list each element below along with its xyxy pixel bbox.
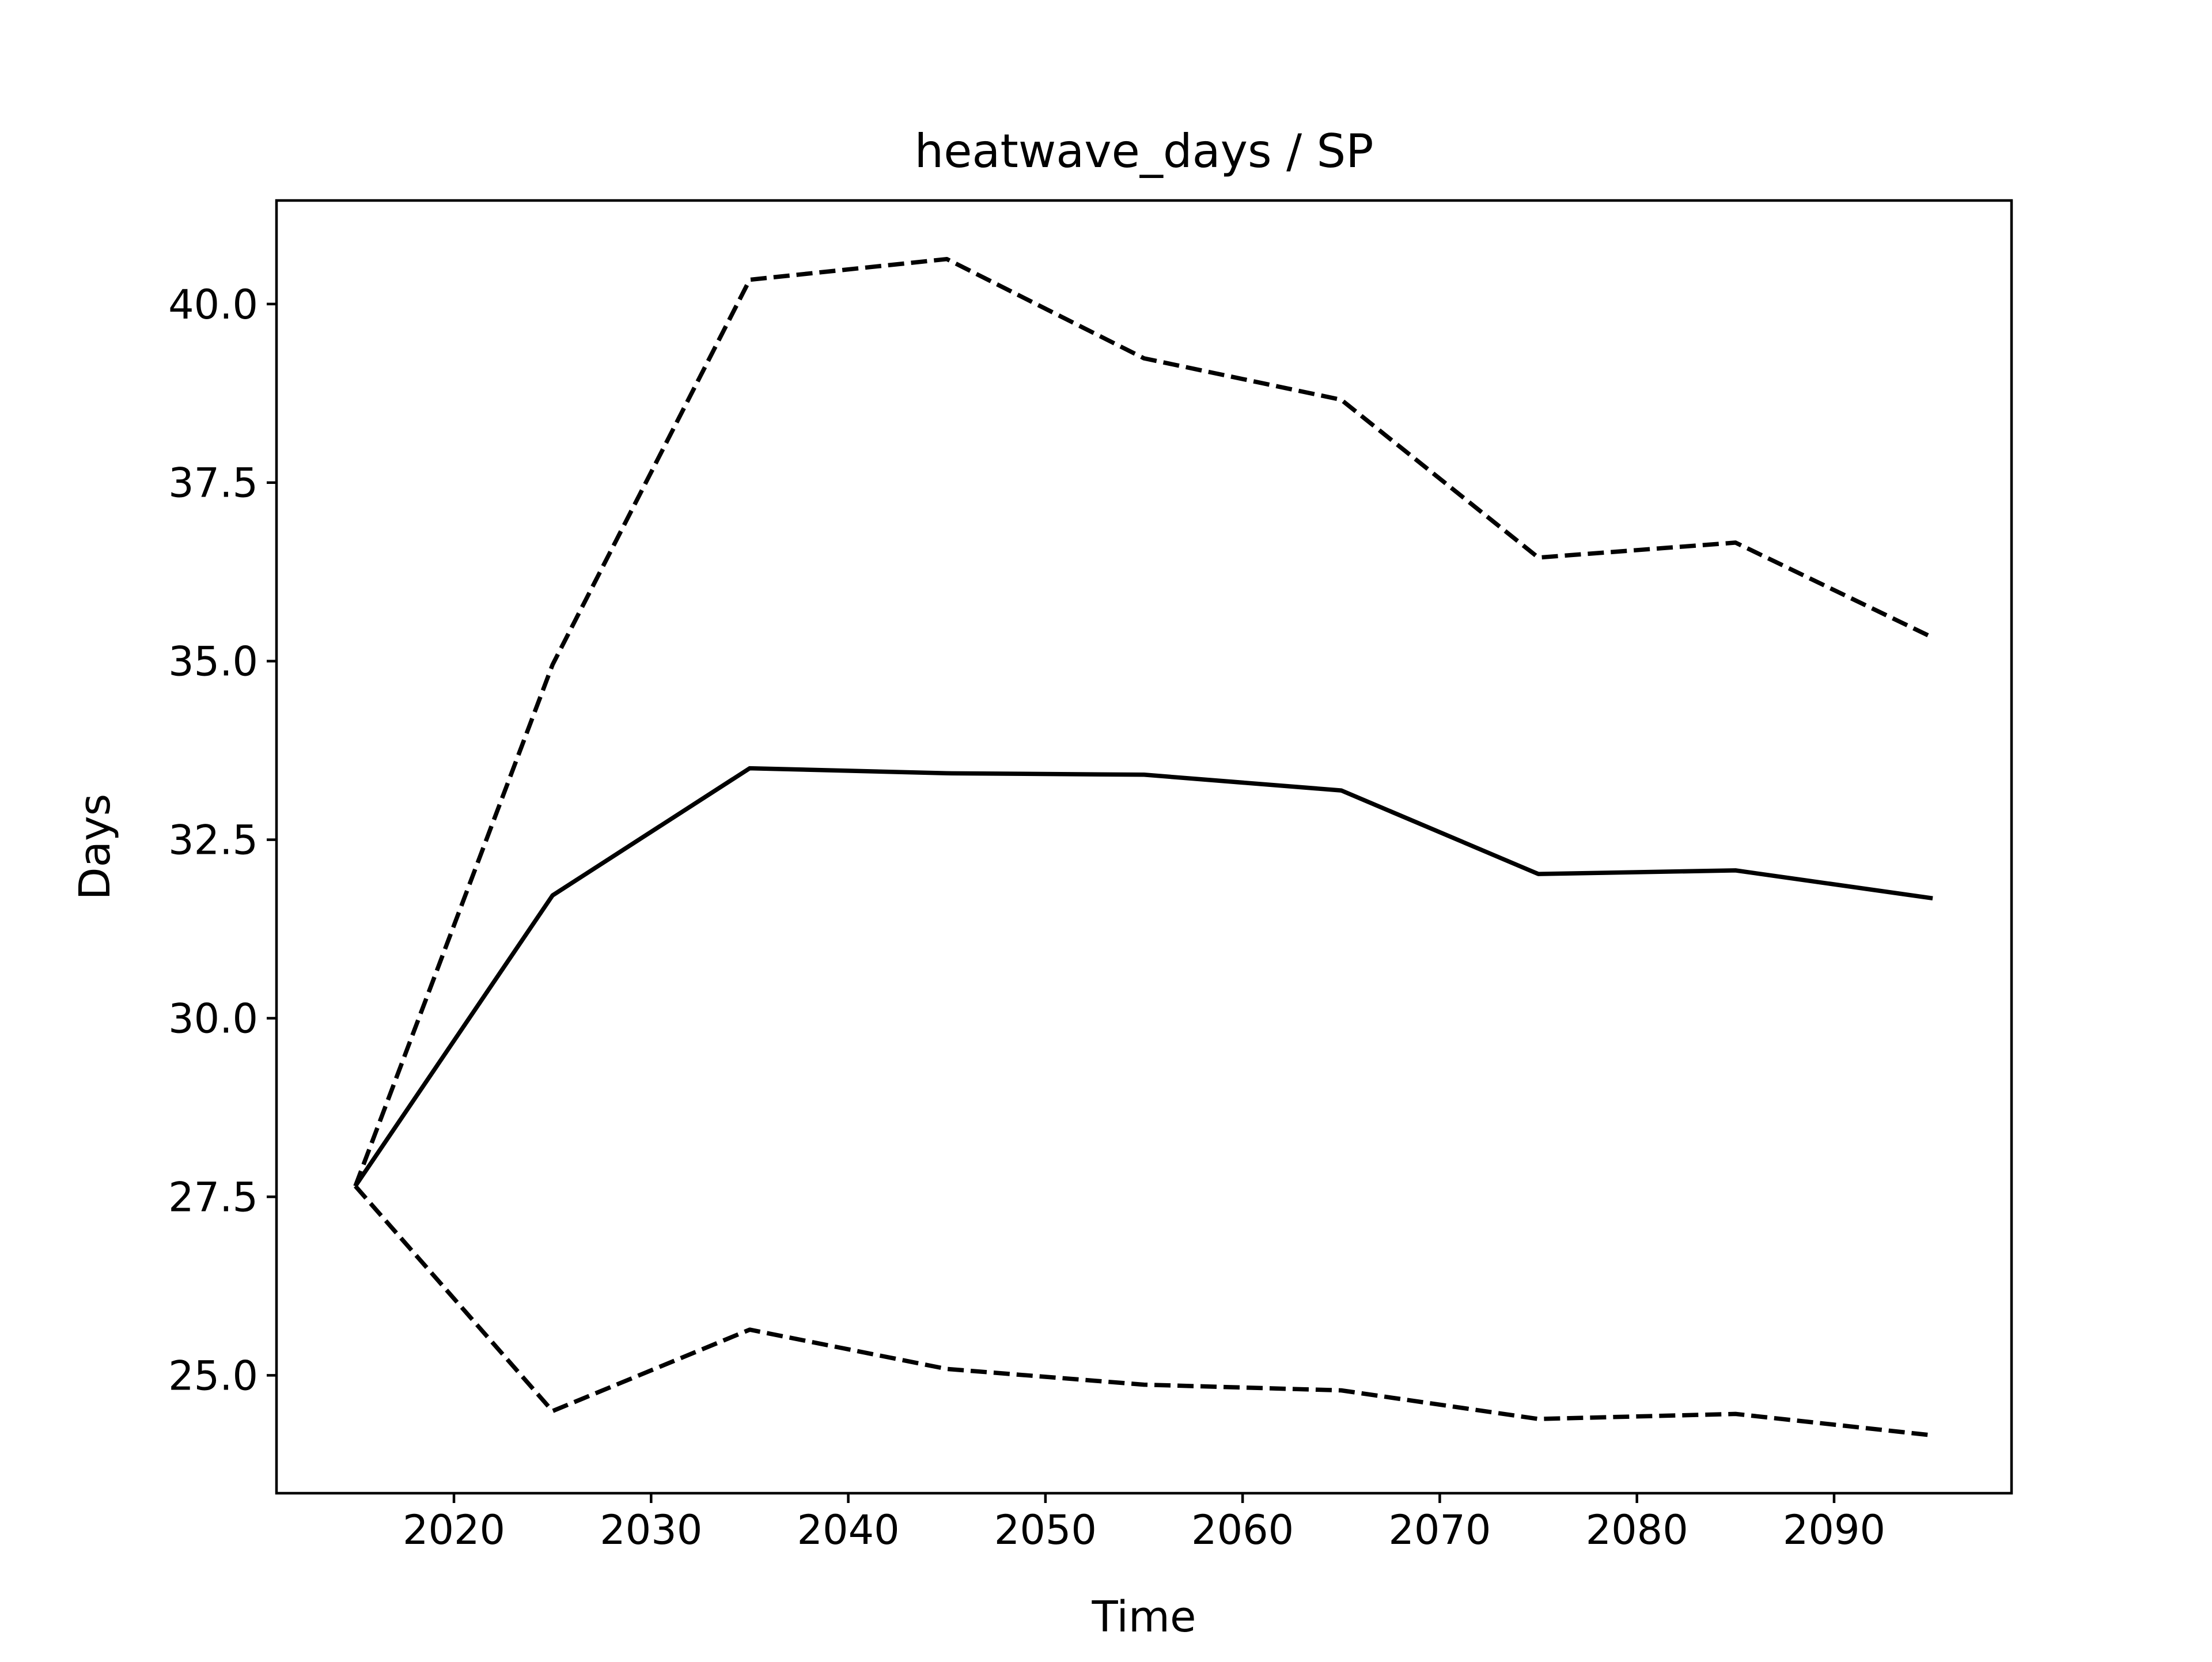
x-axis-label: Time	[1091, 1592, 1196, 1642]
y-tick-label: 27.5	[168, 1173, 258, 1221]
y-tick-label: 30.0	[168, 995, 258, 1043]
x-tick-label: 2040	[797, 1506, 900, 1554]
y-tick-label: 35.0	[168, 638, 258, 686]
y-axis-ticks: 25.0 27.5 30.0 32.5 35.0 37.5 40.0	[168, 281, 276, 1399]
chart-title: heatwave_days / SP	[915, 124, 1374, 178]
x-tick-label: 2090	[1783, 1506, 1885, 1554]
series-line-1-solid	[353, 766, 1933, 1188]
y-tick-label: 32.5	[168, 817, 258, 864]
series-layer	[353, 256, 1934, 1438]
x-tick-label: 2060	[1191, 1506, 1294, 1554]
y-tick-label: 37.5	[168, 460, 258, 507]
series-line-3-dashed	[354, 1184, 1933, 1438]
series-line-2-dashed	[353, 256, 1934, 1187]
x-tick-label: 2020	[403, 1506, 505, 1554]
y-tick-label: 25.0	[168, 1352, 258, 1399]
x-tick-label: 2070	[1388, 1506, 1491, 1554]
x-tick-label: 2050	[994, 1506, 1097, 1554]
y-tick-label: 40.0	[168, 281, 258, 328]
x-tick-label: 2080	[1586, 1506, 1688, 1554]
y-axis-label: Days	[70, 794, 120, 900]
plot-frame	[275, 199, 2013, 1495]
x-tick-label: 2030	[600, 1506, 702, 1554]
x-axis-ticks: 2020 2030 2040 2050 2060 2070 2080 2090	[403, 1493, 1885, 1554]
